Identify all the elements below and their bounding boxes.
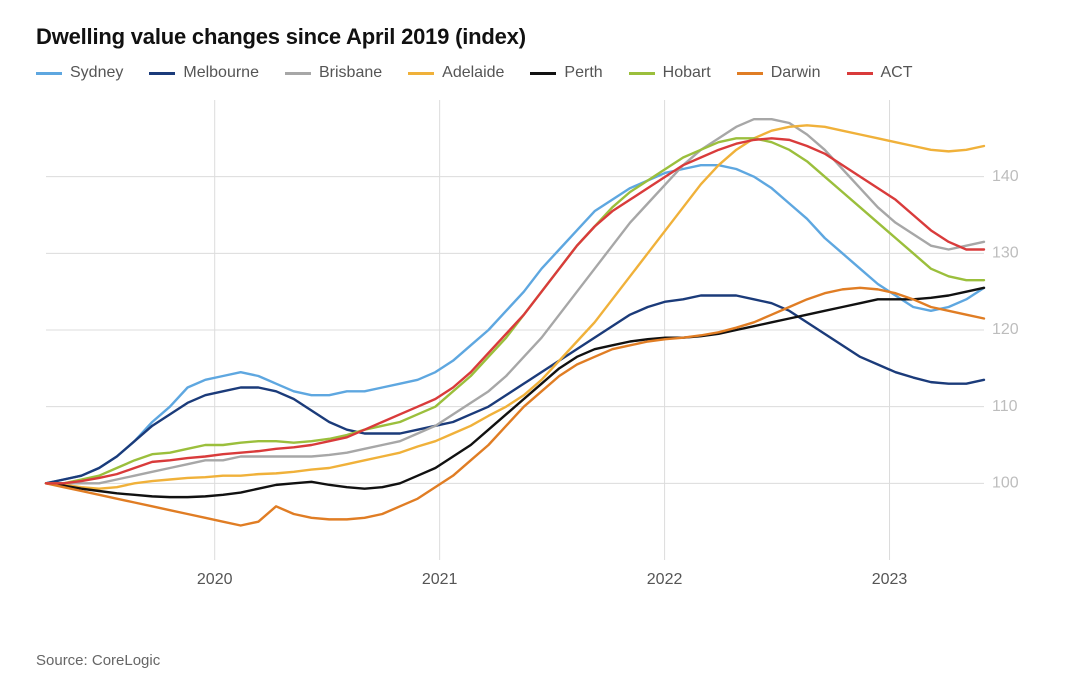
chart-svg: 2020 2021 2022 2023 100 110 120 130 140 (36, 90, 1044, 600)
legend: Sydney Melbourne Brisbane Adelaide Perth Hoba… (36, 64, 1044, 82)
legend-item-sydney: Sydney (36, 64, 123, 82)
legend-swatch-icon (629, 72, 655, 75)
y-tick-label: 110 (992, 398, 1018, 415)
series-line-perth (46, 288, 984, 497)
y-tick-label: 130 (992, 245, 1019, 262)
source-label: Source: CoreLogic (36, 652, 160, 669)
y-tick-label: 100 (992, 475, 1019, 492)
chart-container: Dwelling value changes since April 2019 … (0, 0, 1080, 687)
legend-swatch-icon (408, 72, 434, 75)
chart-title: Dwelling value changes since April 2019 … (36, 24, 1044, 50)
legend-item-act: ACT (847, 64, 913, 82)
legend-item-brisbane: Brisbane (285, 64, 382, 82)
legend-item-hobart: Hobart (629, 64, 711, 82)
legend-label: Hobart (663, 64, 711, 82)
legend-swatch-icon (36, 72, 62, 75)
x-tick-label: 2023 (872, 571, 908, 588)
legend-item-darwin: Darwin (737, 64, 821, 82)
legend-swatch-icon (149, 72, 175, 75)
legend-item-melbourne: Melbourne (149, 64, 259, 82)
legend-label: Adelaide (442, 64, 504, 82)
series-line-act (46, 138, 984, 483)
legend-swatch-icon (285, 72, 311, 75)
legend-label: Darwin (771, 64, 821, 82)
legend-item-adelaide: Adelaide (408, 64, 504, 82)
legend-label: Perth (564, 64, 602, 82)
legend-label: Brisbane (319, 64, 382, 82)
legend-label: ACT (881, 64, 913, 82)
x-tick-label: 2022 (647, 571, 683, 588)
gridlines-y (46, 177, 984, 484)
axis-y-labels: 100 110 120 130 140 (992, 168, 1019, 492)
legend-item-perth: Perth (530, 64, 602, 82)
legend-swatch-icon (737, 72, 763, 75)
y-tick-label: 140 (992, 168, 1019, 185)
series-group (46, 119, 984, 525)
legend-swatch-icon (847, 72, 873, 75)
legend-label: Sydney (70, 64, 123, 82)
y-tick-label: 120 (992, 321, 1019, 338)
axis-x-labels: 2020 2021 2022 2023 (197, 571, 908, 588)
series-line-hobart (46, 138, 984, 483)
plot-area: 2020 2021 2022 2023 100 110 120 130 140 (36, 90, 1044, 600)
legend-label: Melbourne (183, 64, 259, 82)
x-tick-label: 2020 (197, 571, 233, 588)
legend-swatch-icon (530, 72, 556, 75)
x-tick-label: 2021 (422, 571, 458, 588)
